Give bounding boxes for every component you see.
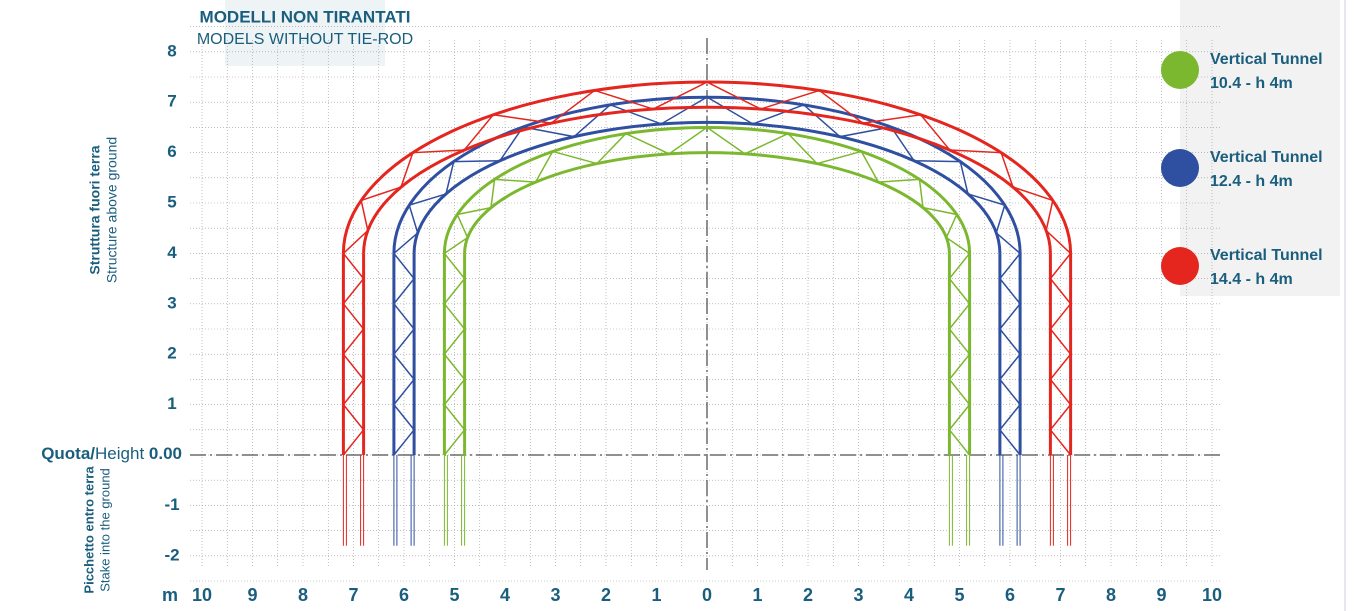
x-tick-label: 5 (449, 585, 459, 605)
x-tick-label: 9 (247, 585, 257, 605)
axis-label: Structure above ground (104, 137, 120, 283)
arch-inner (412, 120, 1002, 254)
legend-swatch (1161, 51, 1199, 89)
y-tick-label: 2 (167, 344, 176, 363)
legend-label: Vertical Tunnel (1210, 51, 1323, 68)
stake (999, 455, 1021, 546)
baseline-label: Quota/Height 0.00 (41, 444, 182, 463)
x-unit: m (162, 585, 178, 605)
y-tick-label: -2 (164, 545, 179, 564)
x-tick-label: 1 (752, 585, 762, 605)
x-tick-label: 0 (702, 585, 712, 605)
x-tick-label: 2 (601, 585, 611, 605)
y-tick-label: 5 (167, 192, 176, 211)
axis-label: Stake into the ground (97, 468, 112, 592)
x-tick-label: 10 (192, 585, 212, 605)
y-tick-label: 8 (167, 41, 176, 60)
leg-truss (392, 252, 416, 456)
baseline-part: Quota/ (41, 444, 95, 463)
axis-label: Picchetto entro terra (81, 466, 96, 594)
legend-label: Vertical Tunnel (1210, 149, 1323, 166)
arch-inner (362, 105, 1052, 254)
x-tick-label: 8 (298, 585, 308, 605)
x-tick-label: 8 (1106, 585, 1116, 605)
stake (948, 455, 971, 546)
x-tick-label: 2 (803, 585, 813, 605)
leg-truss (998, 252, 1022, 456)
y-tick-label: -1 (164, 495, 179, 514)
x-tick-label: 4 (904, 585, 914, 605)
y-tick-label: 4 (167, 243, 177, 262)
leg-truss (342, 252, 365, 456)
legend-label: 10.4 - h 4m (1210, 75, 1293, 92)
legend-swatch (1161, 247, 1199, 285)
x-tick-label: 5 (954, 585, 964, 605)
baseline-part: Height (95, 444, 149, 463)
y-tick-label: 6 (167, 142, 176, 161)
x-tick-label: 3 (550, 585, 560, 605)
y-tick-label: 1 (167, 394, 176, 413)
leg-truss (1049, 252, 1072, 456)
subtitle: MODELS WITHOUT TIE-ROD (197, 31, 413, 48)
baseline-part: 0.00 (149, 444, 182, 463)
leg-truss (948, 252, 971, 456)
legend-label: 12.4 - h 4m (1210, 173, 1293, 190)
x-tick-label: 10 (1202, 585, 1222, 605)
arch-truss (393, 96, 1021, 254)
y-tick-label: 3 (167, 293, 176, 312)
legend-label: Vertical Tunnel (1210, 247, 1323, 264)
stake (342, 455, 365, 546)
x-tick-label: 9 (1156, 585, 1166, 605)
legend-label: 14.4 - h 4m (1210, 271, 1293, 288)
stake (393, 455, 415, 546)
y-tick-label: 7 (167, 92, 176, 111)
arch-inner (463, 151, 951, 254)
legend-box (1180, 0, 1340, 296)
arch-truss (443, 126, 971, 255)
leg-truss (443, 252, 466, 456)
stake (1049, 455, 1072, 546)
x-tick-label: 3 (853, 585, 863, 605)
x-tick-label: 4 (500, 585, 510, 605)
x-tick-label: 7 (1055, 585, 1065, 605)
x-tick-label: 7 (348, 585, 358, 605)
title-box (225, 0, 385, 66)
legend-swatch (1161, 149, 1199, 187)
title: MODELLI NON TIRANTATI (200, 7, 411, 26)
x-tick-label: 6 (1005, 585, 1015, 605)
x-tick-label: 6 (399, 585, 409, 605)
axis-label: Struttura fuori terra (87, 145, 103, 274)
arch-truss (342, 81, 1072, 254)
stake (443, 455, 466, 546)
x-tick-label: 1 (651, 585, 661, 605)
